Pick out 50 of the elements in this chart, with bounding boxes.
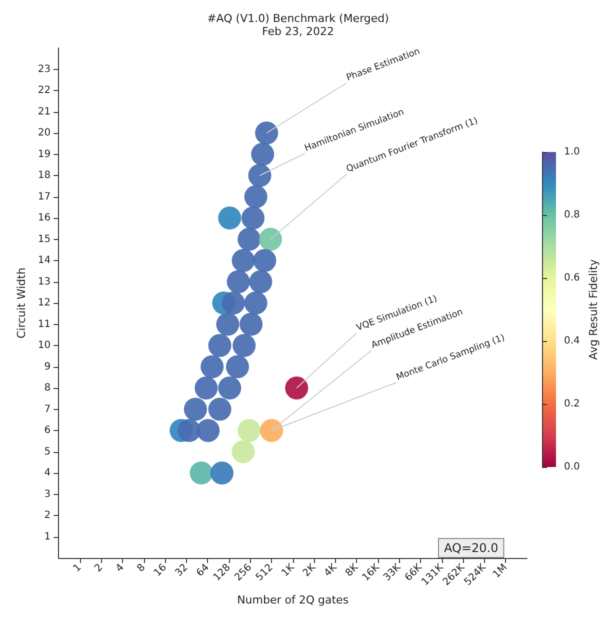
x-tick-label: 1	[72, 562, 84, 574]
x-tick-label: 4K	[322, 562, 340, 580]
x-tick-label: 1M	[491, 562, 510, 580]
y-tick-label: 11	[38, 318, 51, 330]
x-tick-label: 8K	[344, 562, 361, 580]
color-bar-label: 0.8	[564, 210, 580, 220]
y-tick-label: 2	[44, 510, 51, 521]
y-tick-label: 4	[44, 468, 51, 478]
y-tick-label: 20	[38, 128, 51, 138]
y-tick-label: 15	[38, 234, 51, 245]
y-tick-label: 3	[44, 488, 51, 500]
y-tick-label: 23	[38, 64, 51, 75]
color-bar-label: 0.0	[564, 462, 580, 472]
x-tick-label: 1K	[280, 562, 298, 580]
y-tick-label: 6	[44, 425, 51, 436]
y-tick-label: 21	[38, 106, 51, 118]
y-axis-title: Circuit Width	[15, 268, 28, 338]
color-bar-label: 1.0	[564, 146, 580, 158]
y-tick-label: 16	[38, 212, 51, 224]
y-tick-label: 19	[38, 148, 51, 160]
y-tick-label: 22	[38, 85, 51, 96]
color-bar-label: 0.4	[564, 336, 580, 346]
x-tick-label: 32	[173, 562, 190, 579]
color-bar-label: 0.6	[564, 272, 580, 284]
x-tick-label: 8	[135, 562, 148, 574]
y-tick-label: 10	[38, 340, 51, 351]
color-bar-label: 0.2	[564, 398, 580, 410]
x-tick-label: 16	[152, 562, 169, 579]
x-tick-label: 2	[92, 562, 106, 574]
y-tick-label: 7	[44, 404, 51, 415]
x-tick-label: 128	[212, 562, 233, 584]
y-tick-label: 1	[44, 531, 51, 542]
x-tick-label: 64	[194, 562, 212, 579]
y-tick-label: 9	[44, 361, 51, 372]
y-tick-label: 18	[38, 170, 51, 181]
x-tick-label: 2K	[301, 562, 318, 580]
y-tick-label: 17	[38, 191, 51, 202]
chart-title: #AQ (V1.0) Benchmark (Merged)	[207, 12, 389, 25]
x-tick-label: 512	[254, 562, 276, 584]
y-tick-label: 8	[44, 382, 51, 394]
x-tick-label: 256	[232, 562, 254, 584]
x-axis-title: Number of 2Q gates	[237, 594, 349, 607]
y-tick-label: 12	[38, 298, 51, 308]
x-tick-label: 4	[114, 562, 126, 574]
annotation: AQ=20.0	[444, 541, 498, 555]
y-tick-label: 14	[38, 255, 51, 266]
y-tick-label: 13	[38, 276, 51, 288]
chart-subtitle: Feb 23, 2022	[262, 25, 334, 38]
color-bar-title: Avg Result Fidelity	[587, 258, 600, 360]
y-tick-label: 5	[44, 446, 51, 458]
